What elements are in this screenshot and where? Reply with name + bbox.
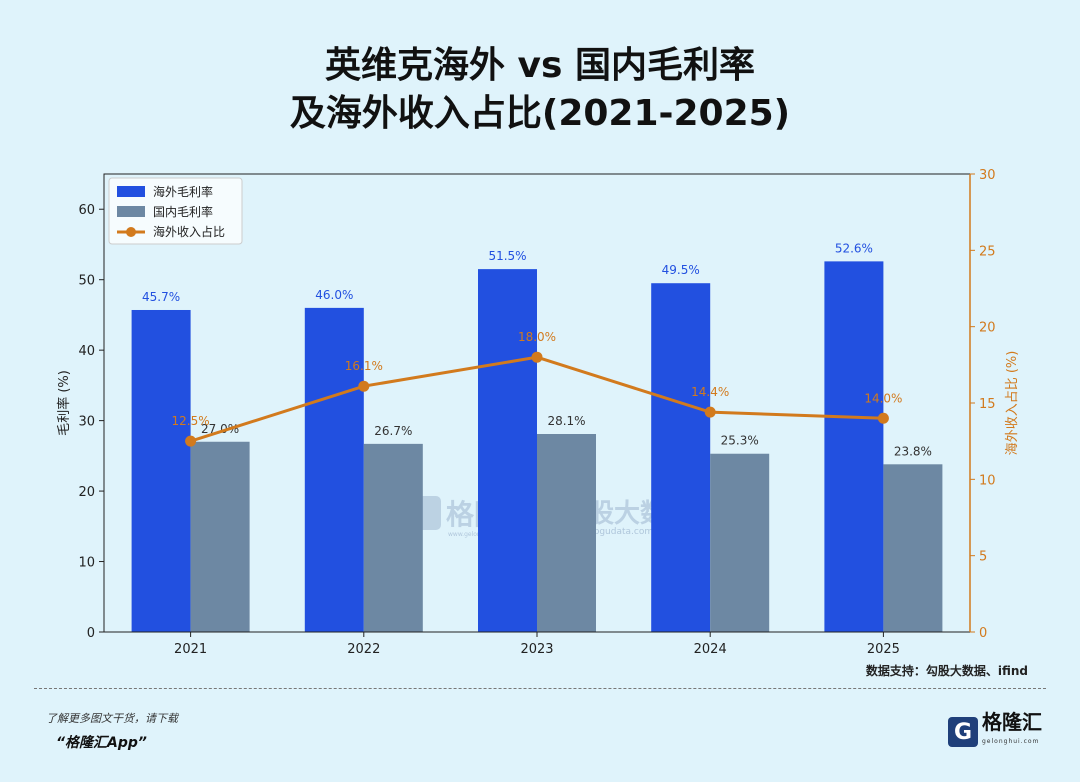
left-tick-label: 20 [78, 485, 95, 500]
x-tick-label-2023: 2023 [520, 642, 553, 657]
divider [34, 688, 1046, 689]
x-tick-label-2024: 2024 [694, 642, 727, 657]
y-axis-label-right: 海外收入占比 (%) [1005, 351, 1020, 456]
logo-name: 格隆汇 [982, 710, 1042, 734]
point-share-2025 [877, 412, 889, 424]
footer-app-name[interactable]: “格隆汇App” [56, 735, 147, 751]
bar-overseas-2021 [131, 309, 191, 632]
bar-overseas-2025 [824, 261, 884, 632]
left-tick-label: 50 [78, 274, 95, 289]
legend-label-domestic: 国内毛利率 [153, 204, 213, 219]
right-tick-label: 30 [979, 168, 996, 183]
bars-layer: 45.7% 27.0% 46.0% 26.7% 51.5% 28.1% 49.5% 25.3%… [131, 241, 943, 632]
left-tick-label: 0 [87, 626, 95, 641]
data-source: 数据支持：勾股大数据、ifind [865, 664, 1028, 678]
legend-label-share: 海外收入占比 [153, 224, 225, 239]
watermark-right-sub: www.gogudata.com [564, 527, 653, 537]
footer-logo: G 格隆汇 gelonghui.com [948, 712, 1042, 752]
label-overseas-2021: 45.7% [142, 290, 180, 304]
bar-overseas-2024 [651, 283, 711, 632]
x-tick-label-2025: 2025 [867, 642, 900, 657]
x-tick-label-2022: 2022 [347, 642, 380, 657]
logo-brand: 格隆汇 gelonghui.com [982, 712, 1042, 752]
right-tick-label: 10 [979, 473, 996, 488]
bar-domestic-2022 [363, 443, 423, 632]
bar-domestic-2025 [883, 464, 943, 632]
label-domestic-2022: 26.7% [374, 424, 412, 438]
label-overseas-2023: 51.5% [488, 249, 526, 263]
title-line-2: 及海外收入占比(2021-2025) [289, 93, 791, 134]
line-layer: 12.5% 16.1% 18.0% 14.4% 14.0% [172, 330, 902, 447]
label-domestic-2023: 28.1% [547, 414, 585, 428]
title-line-1: 英维克海外 vs 国内毛利率 [325, 45, 755, 86]
left-tick-label: 60 [78, 203, 95, 218]
x-tick-label-2021: 2021 [174, 642, 207, 657]
label-share-2025: 14.0% [864, 391, 902, 405]
bar-overseas-2023 [478, 269, 537, 632]
right-tick-label: 20 [979, 321, 996, 336]
point-share-2022 [358, 380, 370, 392]
legend-swatch-share-marker [126, 227, 136, 237]
label-share-2023: 18.0% [518, 330, 556, 344]
point-share-2021 [185, 435, 197, 447]
label-overseas-2024: 49.5% [662, 263, 700, 277]
label-domestic-2025: 23.8% [894, 444, 932, 458]
bar-overseas-2022 [304, 307, 364, 632]
label-overseas-2022: 46.0% [315, 288, 353, 302]
y-axis-label-left: 毛利率 (%) [56, 370, 72, 436]
label-share-2021: 12.5% [172, 414, 210, 428]
label-share-2024: 14.4% [691, 385, 729, 399]
label-domestic-2024: 25.3% [721, 434, 759, 448]
bar-domestic-2024 [710, 453, 770, 632]
legend-swatch-overseas [117, 186, 145, 197]
right-tick-label: 5 [979, 550, 987, 565]
label-domestic-2021: 27.0% [201, 422, 239, 436]
legend-label-overseas: 海外毛利率 [153, 184, 213, 199]
right-tick-label: 25 [979, 244, 996, 259]
logo-sub: gelonghui.com [982, 738, 1040, 745]
left-tick-label: 30 [78, 415, 95, 430]
label-share-2022: 16.1% [345, 359, 383, 373]
logo-icon: G [948, 717, 978, 747]
legend-swatch-domestic [117, 206, 145, 217]
left-tick-label: 10 [78, 556, 95, 571]
chart-title: 英维克海外 vs 国内毛利率 及海外收入占比(2021-2025) [0, 42, 1080, 138]
left-tick-label: 40 [78, 344, 95, 359]
bar-domestic-2023 [537, 434, 596, 632]
footer-download-text: 了解更多图文干货，请下载 [46, 712, 178, 725]
label-overseas-2025: 52.6% [835, 241, 873, 255]
bar-domestic-2021 [190, 441, 250, 632]
point-share-2023 [531, 351, 543, 363]
right-tick-label: 15 [979, 397, 996, 412]
point-share-2024 [704, 406, 716, 418]
right-tick-label: 0 [979, 626, 987, 641]
